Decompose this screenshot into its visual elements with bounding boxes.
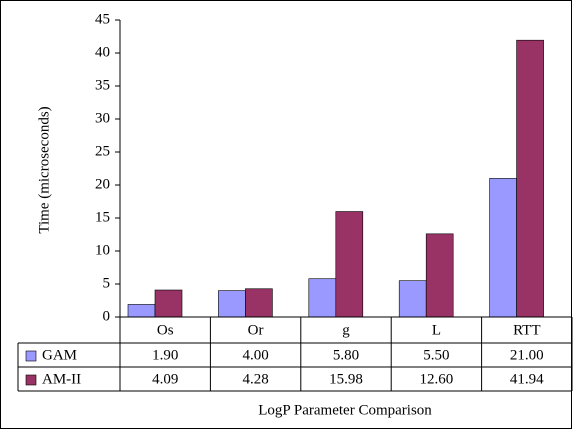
- legend-swatch: [25, 374, 37, 386]
- bar: [308, 278, 337, 318]
- table-value: 4.28: [242, 371, 268, 387]
- legend-label: GAM: [42, 347, 77, 363]
- y-tick-label: 35: [95, 77, 110, 93]
- bar: [335, 211, 364, 318]
- x-tick-label: Os: [157, 322, 174, 338]
- table-value: 21.00: [510, 347, 544, 363]
- x-tick-label: Or: [248, 322, 264, 338]
- table-value: 41.94: [510, 371, 544, 387]
- y-tick-label: 20: [95, 176, 110, 192]
- bar: [245, 288, 273, 318]
- legend-swatch: [25, 350, 37, 362]
- x-tick-label: RTT: [513, 322, 540, 338]
- table-value: 15.98: [329, 371, 363, 387]
- y-tick-label: 5: [103, 275, 111, 291]
- y-tick-label: 15: [95, 209, 110, 225]
- table-value: 12.60: [420, 371, 454, 387]
- y-tick-label: 10: [95, 242, 110, 258]
- x-tick-label: L: [432, 322, 441, 338]
- x-axis-title: LogP Parameter Comparison: [258, 402, 432, 418]
- table-value: 5.50: [423, 347, 449, 363]
- bar: [154, 289, 183, 318]
- table-value: 4.00: [242, 347, 268, 363]
- x-tick-label: g: [342, 322, 350, 338]
- y-tick-label: 0: [103, 308, 111, 324]
- legend-label: AM-II: [42, 371, 81, 387]
- bar: [398, 280, 427, 318]
- y-tick-label: 25: [95, 143, 110, 159]
- bar: [425, 233, 454, 318]
- y-tick-label: 30: [95, 110, 110, 126]
- bar: [218, 290, 246, 318]
- y-axis-title: Time (microseconds): [36, 106, 52, 233]
- table-value: 4.09: [152, 371, 178, 387]
- table-value: 5.80: [333, 347, 359, 363]
- y-tick-label: 45: [95, 11, 110, 27]
- bar: [127, 304, 156, 318]
- bar: [489, 178, 517, 318]
- bar: [516, 39, 544, 318]
- y-tick-label: 40: [95, 44, 110, 60]
- table-value: 1.90: [152, 347, 178, 363]
